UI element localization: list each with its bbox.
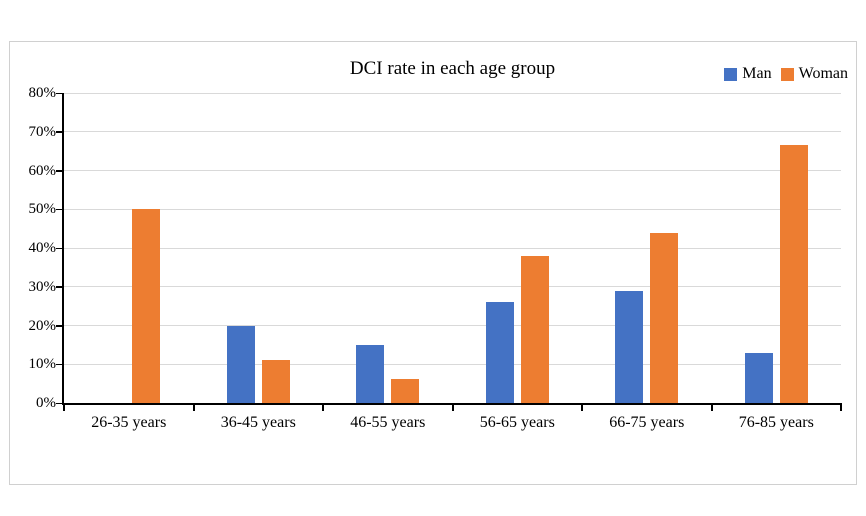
legend-item-man: Man [724, 65, 772, 83]
y-axis-line [62, 93, 64, 405]
y-axis-tick [56, 208, 62, 211]
bar-woman [391, 378, 420, 403]
gridline [64, 92, 841, 94]
y-axis-label: 70% [28, 123, 57, 140]
legend-swatch-woman [780, 67, 794, 81]
y-axis-tick [56, 325, 62, 327]
y-axis-label: 30% [28, 278, 57, 295]
legend: Man Woman [724, 65, 848, 83]
x-axis-label: 46-55 years [350, 414, 426, 431]
legend-label: Man [742, 65, 772, 82]
y-axis-tick [56, 170, 62, 172]
x-axis-label: 26-35 years [91, 414, 167, 431]
y-axis-tick [56, 247, 62, 249]
y-axis-label: 80% [28, 85, 57, 101]
bar-woman [261, 360, 290, 403]
gridline [64, 247, 841, 249]
y-axis-tick [56, 363, 62, 366]
gridline [64, 363, 841, 365]
bar-group [64, 93, 194, 403]
bar-man [615, 290, 644, 403]
gridline [64, 286, 841, 288]
x-axis-tick [581, 403, 583, 411]
bar-man [356, 344, 385, 403]
gridline [64, 208, 841, 210]
legend-label: Woman [798, 65, 848, 82]
y-axis-tick [56, 286, 62, 288]
bar-woman [132, 209, 161, 403]
y-axis-label: 10% [28, 356, 57, 373]
y-axis-tick [56, 402, 62, 404]
bar-man [485, 302, 514, 403]
y-axis-label: 50% [28, 201, 57, 218]
legend-item-woman: Woman [780, 65, 848, 83]
gridline [64, 325, 841, 326]
x-axis-tick [63, 403, 65, 411]
bar-woman [650, 232, 679, 403]
gridlines-layer [10, 42, 856, 484]
bar-man [226, 325, 255, 403]
x-axis-tick [192, 403, 195, 411]
y-axis-label: 20% [28, 317, 57, 334]
gridline [64, 170, 841, 171]
x-axis-label: 66-75 years [609, 414, 685, 431]
y-axis-tick [56, 131, 62, 133]
bar-group [712, 93, 842, 403]
y-axis-tick [56, 92, 62, 94]
bar-group [453, 93, 583, 403]
x-axis-label: 56-65 years [479, 414, 555, 431]
gridline [64, 131, 841, 133]
x-axis-tick [322, 403, 324, 411]
y-axis-label: 0% [36, 395, 56, 411]
x-axis-label: 36-45 years [220, 414, 296, 431]
bar-woman [779, 144, 808, 403]
chart-title: DCI rate in each age group [349, 58, 556, 79]
bar-man [744, 352, 773, 403]
axes-layer [10, 42, 856, 484]
axis-labels-layer: 0% 10% 20% 30% 40% 50% 60% 70% 80% 26-35 years 36-… [10, 42, 856, 484]
x-axis-tick [451, 403, 454, 411]
y-axis-label: 40% [28, 240, 57, 256]
bar-woman [520, 255, 549, 403]
bar-group [323, 93, 453, 403]
bar-group [194, 93, 324, 403]
x-axis-tick [710, 403, 713, 411]
y-axis-label: 60% [28, 162, 57, 179]
x-axis-label: 76-85 years [738, 414, 814, 431]
legend-swatch-man [724, 67, 738, 81]
chart-frame: DCI rate in each age group Man Woman 0% 10… [9, 41, 857, 485]
x-axis-tick [840, 403, 842, 411]
bar-group [582, 93, 712, 403]
bars-layer [10, 42, 856, 484]
